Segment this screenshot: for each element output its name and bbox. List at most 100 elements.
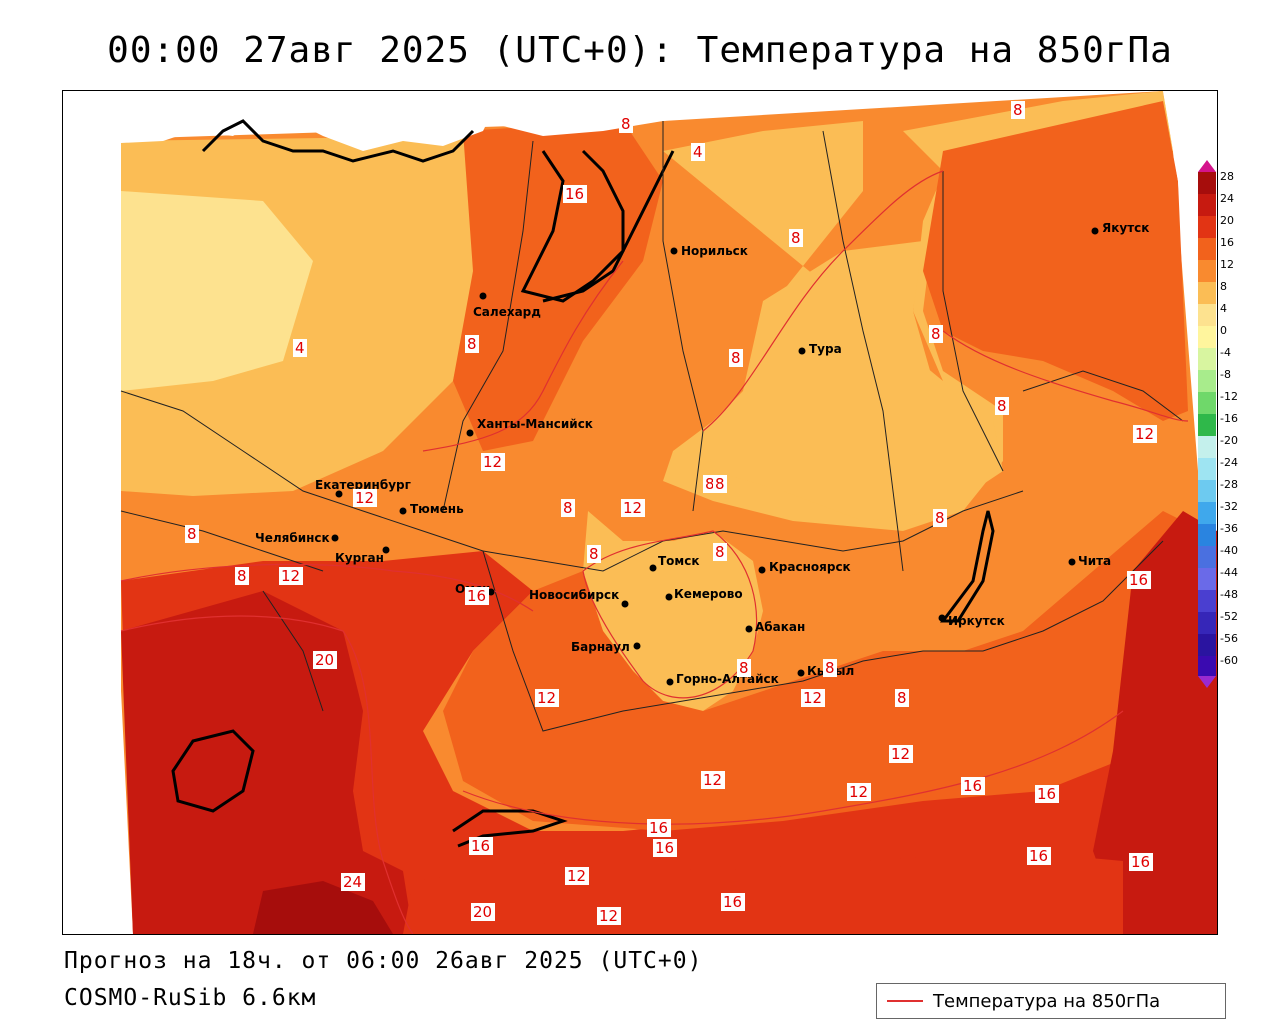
- contour-label: 8: [561, 499, 575, 517]
- contour-label: 12: [847, 783, 871, 801]
- city-novosibirsk: Новосибирск: [529, 588, 629, 608]
- svg-text:8: 8: [997, 397, 1007, 415]
- model-info: COSMO-RuSib 6.6км: [64, 985, 317, 1011]
- scale-tick: 4: [1220, 302, 1227, 315]
- city-markers: Норильск Якутск Салехард Тура Ханты-Манс…: [255, 221, 1149, 686]
- svg-text:16: 16: [723, 893, 742, 911]
- svg-text:12: 12: [537, 689, 556, 707]
- contour-label: 8: [713, 543, 727, 561]
- contour-label: 16: [1129, 853, 1153, 871]
- svg-text:8: 8: [931, 325, 941, 343]
- scale-tick: -12: [1220, 390, 1238, 403]
- contour-label: 8: [185, 525, 199, 543]
- city-tomsk: Томск: [649, 554, 700, 572]
- gulf-of-ob: [542, 150, 675, 303]
- svg-text:16: 16: [1131, 853, 1150, 871]
- scale-tick: 0: [1220, 324, 1227, 337]
- svg-text:12: 12: [599, 907, 618, 925]
- temp-zone-tura: [703, 241, 1003, 521]
- svg-text:16: 16: [467, 587, 486, 605]
- contour-label: 12: [565, 867, 589, 885]
- svg-text:16: 16: [1037, 785, 1056, 803]
- svg-text:16: 16: [963, 777, 982, 795]
- contour-label: 8: [713, 475, 727, 493]
- scale-tick: -24: [1220, 456, 1238, 469]
- scale-tick: 20: [1220, 214, 1234, 227]
- scale-tick: -16: [1220, 412, 1238, 425]
- outer-west: [63, 143, 121, 934]
- kola-coast: [201, 119, 475, 163]
- city-chelyabinsk: Челябинск: [255, 531, 339, 545]
- contour-label: 12: [481, 453, 505, 471]
- contour-label: 8: [235, 567, 249, 585]
- svg-text:8: 8: [731, 349, 741, 367]
- balkhash-lake: [452, 809, 568, 848]
- svg-text:16: 16: [565, 185, 584, 203]
- contour-label: 8: [737, 659, 751, 677]
- contour-label: 8: [789, 229, 803, 247]
- city-label-irkutsk: Иркутск: [948, 614, 1005, 628]
- city-label-yakutsk: Якутск: [1102, 221, 1149, 235]
- contour-label: 12: [353, 489, 377, 507]
- baikal-lake: [940, 510, 995, 623]
- city-label-tomsk: Томск: [658, 554, 700, 568]
- city-norilsk: Норильск: [670, 244, 748, 258]
- contour-label: 20: [471, 903, 495, 921]
- svg-text:16: 16: [1029, 847, 1048, 865]
- svg-text:8: 8: [237, 567, 247, 585]
- city-label-kemerovo: Кемерово: [674, 587, 743, 601]
- temp-zone-hot: [121, 591, 413, 934]
- contour-label: 16: [653, 839, 677, 857]
- color-scale-bar: [1198, 160, 1216, 688]
- temp-zone-hot-east: [1093, 511, 1217, 934]
- temp-zone-sw: [121, 531, 1217, 934]
- arctic-ocean: [63, 91, 503, 151]
- svg-text:8: 8: [791, 229, 801, 247]
- svg-text:20: 20: [473, 903, 492, 921]
- svg-text:16: 16: [471, 837, 490, 855]
- temp-zone-west-coolest: [121, 191, 313, 391]
- svg-text:16: 16: [655, 839, 674, 857]
- contour-label: 16: [563, 185, 587, 203]
- city-kurgan: Курган: [335, 546, 390, 565]
- svg-text:8: 8: [589, 545, 599, 563]
- city-label-ekaterinburg: Екатеринбург: [315, 478, 411, 492]
- city-khanty: Ханты-Мансийск: [466, 417, 593, 437]
- city-label-gorno-altaysk: Горно-Алтайск: [676, 672, 779, 686]
- svg-text:20: 20: [315, 651, 334, 669]
- scale-tick: -28: [1220, 478, 1238, 491]
- contour-label: 8: [933, 509, 947, 527]
- contour-label: 12: [801, 689, 825, 707]
- city-label-khanty: Ханты-Мансийск: [477, 417, 593, 431]
- temperature-map[interactable]: Норильск Якутск Салехард Тура Ханты-Манс…: [62, 90, 1218, 935]
- aral-like-lake: [171, 729, 255, 813]
- contour-label: 12: [597, 907, 621, 925]
- svg-text:12: 12: [891, 745, 910, 763]
- svg-text:4: 4: [693, 143, 703, 161]
- svg-text:8: 8: [1013, 101, 1023, 119]
- svg-text:16: 16: [1129, 571, 1148, 589]
- svg-text:4: 4: [295, 339, 305, 357]
- contour-label: 4: [293, 339, 307, 357]
- scale-tick: -44: [1220, 566, 1238, 579]
- city-label-salekhard: Салехард: [473, 305, 541, 319]
- contour-label: 8: [995, 397, 1009, 415]
- contour-label: 12: [701, 771, 725, 789]
- contour-label: 24: [341, 873, 365, 891]
- contour-label: 12: [621, 499, 645, 517]
- city-label-krasnoyarsk: Красноярск: [769, 560, 851, 574]
- isotherms: [120, 170, 1189, 934]
- admin-borders: [120, 121, 1184, 732]
- color-scale-ticks: 28 24 20 16 12 8 4 0 -4 -8 -12 -16 -20 -24 -28 -32 -36 -4…: [1220, 170, 1270, 690]
- contour-label: 8: [619, 115, 633, 133]
- scale-tick: -4: [1220, 346, 1231, 359]
- svg-text:8: 8: [705, 475, 715, 493]
- city-chita: Чита: [1068, 554, 1111, 568]
- svg-text:12: 12: [803, 689, 822, 707]
- svg-text:8: 8: [621, 115, 631, 133]
- contour-label: 8: [823, 659, 837, 677]
- city-tyumen: Тюмень: [399, 502, 464, 516]
- contour-label: 8: [465, 335, 479, 353]
- city-barnaul: Барнаул: [571, 640, 641, 654]
